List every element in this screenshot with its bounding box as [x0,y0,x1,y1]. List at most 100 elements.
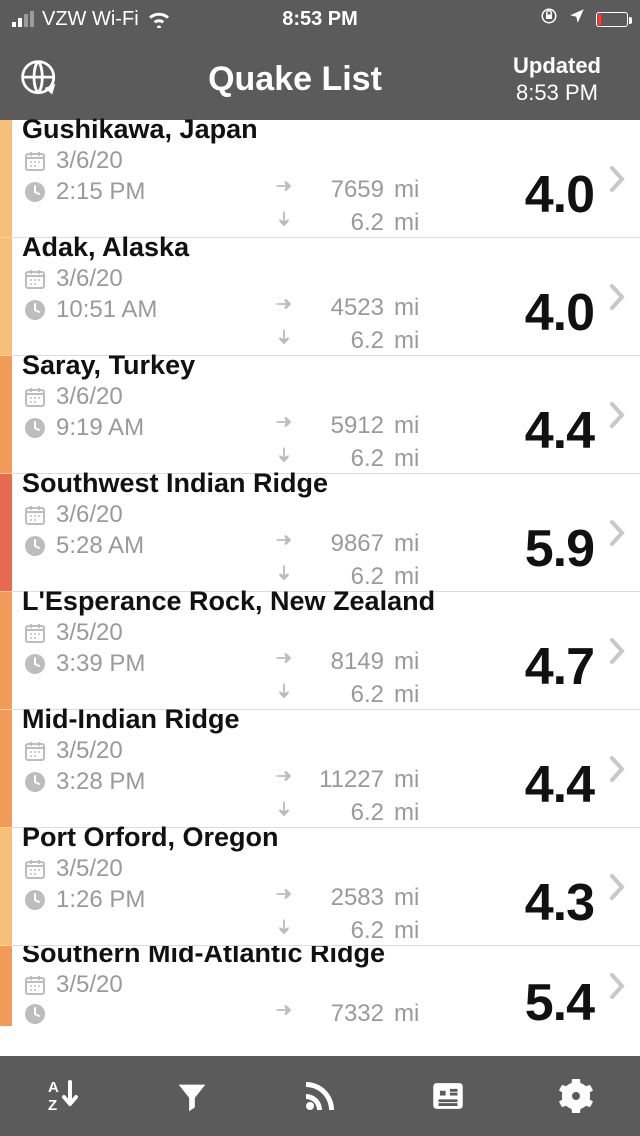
news-button[interactable] [418,1071,478,1121]
quake-row[interactable]: Gushikawa, Japan 3/6/20 2:15 PM [0,120,640,238]
clock-icon [22,534,48,558]
chevron-right-icon [600,636,634,666]
quake-date: 3/5/20 [56,619,123,647]
quake-magnitude: 5.4 [432,971,600,1026]
quake-date: 3/6/20 [56,501,123,529]
quake-magnitude: 4.4 [432,383,600,479]
quake-date: 3/6/20 [56,147,123,175]
quake-row[interactable]: Port Orford, Oregon 3/5/20 1:26 PM [0,828,640,946]
distance-unit: mi [394,1000,424,1027]
calendar-icon [22,503,48,527]
depth-arrow-icon [272,916,296,945]
quake-magnitude: 5.9 [432,501,600,597]
quake-row[interactable]: Saray, Turkey 3/6/20 9:19 AM [0,356,640,474]
clock-icon [22,298,48,322]
quake-location: Port Orford, Oregon [22,822,600,853]
quake-distance: 9867 [306,530,384,558]
signal-strength-icon [12,11,34,27]
updated-time: 8:53 PM [492,79,622,107]
quake-row[interactable]: Adak, Alaska 3/6/20 10:51 AM [0,238,640,356]
severity-stripe [0,946,12,1026]
calendar-icon [22,621,48,645]
svg-text:Z: Z [48,1097,57,1114]
quake-time: 9:19 AM [56,414,144,442]
distance-unit: mi [394,294,424,322]
quake-date: 3/5/20 [56,855,123,883]
severity-stripe [0,238,12,355]
quake-magnitude: 4.0 [432,265,600,361]
chevron-right-icon [600,400,634,430]
svg-text:A: A [48,1079,59,1096]
feed-button[interactable] [290,1071,350,1121]
quake-time: 2:15 PM [56,178,145,206]
distance-arrow-icon [272,175,296,204]
distance-unit: mi [394,530,424,558]
chevron-right-icon [600,518,634,548]
calendar-icon [22,973,48,997]
quake-row[interactable]: Southwest Indian Ridge 3/6/20 5:28 AM [0,474,640,592]
quake-row[interactable]: Mid-Indian Ridge 3/5/20 3:28 PM [0,710,640,828]
quake-date: 3/5/20 [56,737,123,765]
quake-location: Mid-Indian Ridge [22,704,600,735]
quake-time: 1:26 PM [56,886,145,914]
quake-location: Saray, Turkey [22,350,600,381]
distance-unit: mi [394,176,424,204]
severity-stripe [0,710,12,827]
quake-location: Southern Mid-Atlantic Ridge [22,946,600,969]
quake-date: 3/6/20 [56,265,123,293]
quake-time: 3:39 PM [56,650,145,678]
updated-block: Updated 8:53 PM [492,52,622,107]
distance-unit: mi [394,766,424,794]
quake-magnitude: 4.3 [432,855,600,951]
location-arrow-icon [568,7,586,31]
quake-depth: 6.2 [306,917,384,945]
calendar-icon [22,267,48,291]
tab-bar: A Z [0,1056,640,1136]
chevron-right-icon [600,754,634,784]
clock-icon [22,652,48,676]
quake-distance: 11227 [306,766,384,794]
quake-location: Southwest Indian Ridge [22,468,600,499]
quake-magnitude: 4.4 [432,737,600,833]
clock-icon [22,416,48,440]
clock-icon [22,180,48,204]
quake-magnitude: 4.7 [432,619,600,715]
page-title: Quake List [98,60,492,99]
distance-arrow-icon [272,883,296,912]
calendar-icon [22,739,48,763]
chevron-right-icon [600,971,634,1001]
quake-row[interactable]: L'Esperance Rock, New Zealand 3/5/20 3:3… [0,592,640,710]
status-bar: VZW Wi-Fi 8:53 PM [0,0,640,38]
quake-date: 3/5/20 [56,971,123,999]
quake-distance: 2583 [306,884,384,912]
quake-time: 5:28 AM [56,532,144,560]
severity-stripe [0,592,12,709]
quake-location: Adak, Alaska [22,232,600,263]
quake-date: 3/6/20 [56,383,123,411]
distance-unit: mi [394,648,424,676]
calendar-icon [22,149,48,173]
filter-button[interactable] [162,1071,222,1121]
settings-button[interactable] [546,1071,606,1121]
distance-arrow-icon [272,765,296,794]
battery-icon [596,12,628,27]
status-time: 8:53 PM [282,8,358,31]
quake-distance: 4523 [306,294,384,322]
severity-stripe [0,120,12,237]
sort-button[interactable]: A Z [34,1071,94,1121]
rotation-lock-icon [540,7,558,31]
quake-distance: 8149 [306,648,384,676]
quake-location: Gushikawa, Japan [22,114,600,145]
carrier-label: VZW Wi-Fi [42,8,139,31]
depth-unit: mi [394,917,424,945]
globe-button[interactable] [18,57,62,101]
quake-row[interactable]: Southern Mid-Atlantic Ridge 3/5/20 [0,946,640,1026]
nav-bar: Quake List Updated 8:53 PM [0,38,640,120]
distance-arrow-icon [272,411,296,440]
chevron-right-icon [600,872,634,902]
distance-arrow-icon [272,999,296,1026]
updated-label: Updated [492,52,622,80]
clock-icon [22,888,48,912]
quake-distance: 7332 [306,1000,384,1027]
quake-list: Gushikawa, Japan 3/6/20 2:15 PM [0,120,640,1026]
